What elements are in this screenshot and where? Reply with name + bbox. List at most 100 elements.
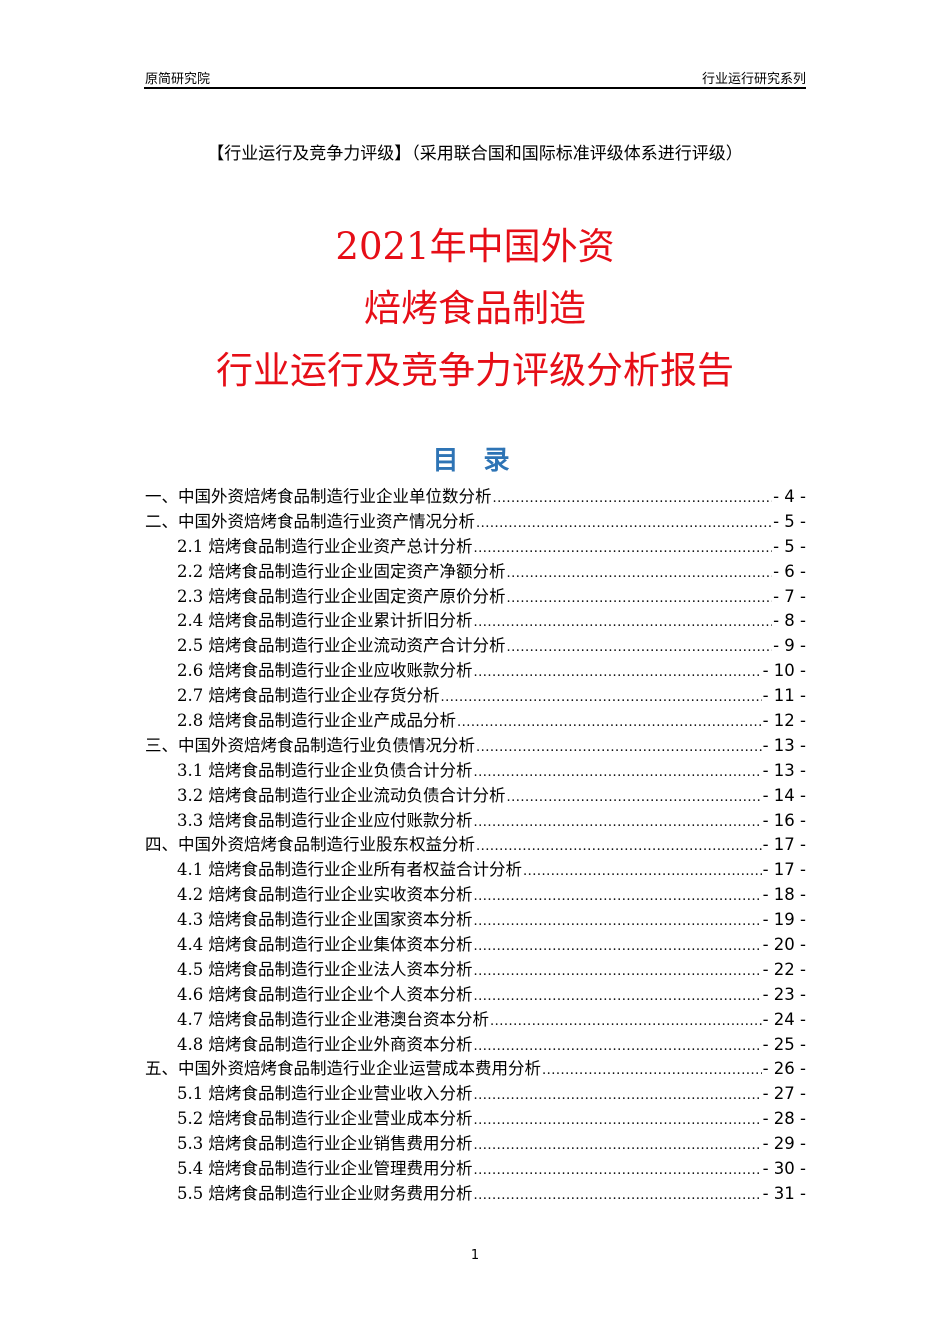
toc-entry[interactable]: 一、中国外资焙烤食品制造行业企业单位数分析 - 4 -: [145, 483, 806, 508]
toc-dot-leader: [474, 985, 762, 1004]
toc-entry-title: 4.8 焙烤食品制造行业企业外商资本分析: [177, 1034, 473, 1054]
toc-dot-leader: [474, 960, 762, 979]
toc-entry-title: 4.4 焙烤食品制造行业企业集体资本分析: [177, 935, 473, 955]
toc-entry[interactable]: 2.1 焙烤食品制造行业企业资产总计分析 - 5 -: [145, 533, 806, 558]
report-subtitle: 【行业运行及竞争力评级】（采用联合国和国际标准评级体系进行评级）: [207, 144, 743, 164]
table-of-contents: 一、中国外资焙烤食品制造行业企业单位数分析 - 4 - 二、中国外资焙烤食品制造行业…: [145, 483, 806, 1205]
toc-entry-page: - 7 -: [773, 586, 806, 606]
toc-entry-page: - 23 -: [762, 984, 806, 1004]
report-title-line-2: 焙烤食品制造: [364, 287, 586, 330]
toc-entry-page: - 5 -: [773, 511, 806, 531]
toc-entry-page: - 29 -: [762, 1134, 806, 1154]
toc-dot-leader: [474, 537, 773, 556]
toc-dot-leader: [457, 711, 762, 730]
toc-entry-title: 2.8 焙烤食品制造行业企业产成品分析: [177, 711, 456, 731]
toc-dot-leader: [474, 1184, 762, 1203]
toc-entry[interactable]: 3.1 焙烤食品制造行业企业负债合计分析 - 13 -: [145, 757, 806, 782]
toc-dot-leader: [474, 1109, 762, 1128]
toc-entry-page: - 31 -: [762, 1183, 806, 1203]
toc-entry[interactable]: 4.5 焙烤食品制造行业企业法人资本分析 - 22 -: [145, 956, 806, 981]
toc-dot-leader: [474, 885, 762, 904]
toc-entry[interactable]: 4.2 焙烤食品制造行业企业实收资本分析 - 18 -: [145, 881, 806, 906]
toc-dot-leader: [476, 512, 772, 531]
toc-entry-page: - 5 -: [773, 536, 806, 556]
toc-entry-title: 4.3 焙烤食品制造行业企业国家资本分析: [177, 910, 473, 930]
toc-entry-page: - 17 -: [762, 860, 806, 880]
header-divider: [144, 87, 806, 89]
toc-entry-title: 5.3 焙烤食品制造行业企业销售费用分析: [177, 1134, 473, 1154]
report-title-line-3: 行业运行及竞争力评级分析报告: [216, 349, 734, 392]
toc-entry[interactable]: 5.3 焙烤食品制造行业企业销售费用分析 - 29 -: [145, 1130, 806, 1155]
toc-entry[interactable]: 4.1 焙烤食品制造行业企业所有者权益合计分析 - 17 -: [145, 856, 806, 881]
toc-entry-title: 3.1 焙烤食品制造行业企业负债合计分析: [177, 760, 473, 780]
toc-entry-page: - 25 -: [762, 1034, 806, 1054]
toc-entry[interactable]: 4.7 焙烤食品制造行业企业港澳台资本分析 - 24 -: [145, 1006, 806, 1031]
toc-entry-title: 3.2 焙烤食品制造行业企业流动负债合计分析: [177, 785, 506, 805]
toc-entry-page: - 30 -: [762, 1159, 806, 1179]
toc-entry-title: 4.6 焙烤食品制造行业企业个人资本分析: [177, 984, 473, 1004]
toc-entry-title: 2.1 焙烤食品制造行业企业资产总计分析: [177, 536, 473, 556]
toc-entry-page: - 13 -: [762, 760, 806, 780]
toc-entry[interactable]: 4.3 焙烤食品制造行业企业国家资本分析 - 19 -: [145, 906, 806, 931]
toc-entry-title: 三、中国外资焙烤食品制造行业负债情况分析: [145, 735, 475, 755]
toc-entry[interactable]: 三、中国外资焙烤食品制造行业负债情况分析 - 13 -: [145, 732, 806, 757]
toc-entry-title: 四、中国外资焙烤食品制造行业股东权益分析: [145, 835, 475, 855]
toc-dot-leader: [474, 1159, 762, 1178]
toc-entry-title: 2.4 焙烤食品制造行业企业累计折旧分析: [177, 611, 473, 631]
toc-entry-title: 五、中国外资焙烤食品制造行业企业运营成本费用分析: [145, 1059, 541, 1079]
toc-dot-leader: [507, 786, 762, 805]
toc-dot-leader: [474, 910, 762, 929]
toc-entry[interactable]: 5.4 焙烤食品制造行业企业管理费用分析 - 30 -: [145, 1155, 806, 1180]
toc-entry[interactable]: 四、中国外资焙烤食品制造行业股东权益分析 - 17 -: [145, 831, 806, 856]
toc-entry[interactable]: 2.3 焙烤食品制造行业企业固定资产原价分析 - 7 -: [145, 583, 806, 608]
toc-entry-page: - 22 -: [762, 959, 806, 979]
toc-heading: 目 录: [432, 446, 518, 476]
toc-entry[interactable]: 4.6 焙烤食品制造行业企业个人资本分析 - 23 -: [145, 981, 806, 1006]
toc-dot-leader: [476, 835, 762, 854]
toc-entry-page: - 24 -: [762, 1009, 806, 1029]
toc-entry[interactable]: 2.2 焙烤食品制造行业企业固定资产净额分析 - 6 -: [145, 558, 806, 583]
toc-entry-page: - 4 -: [773, 487, 806, 506]
toc-entry[interactable]: 二、中国外资焙烤食品制造行业资产情况分析 - 5 -: [145, 508, 806, 533]
toc-entry-title: 一、中国外资焙烤食品制造行业企业单位数分析: [145, 487, 492, 506]
toc-entry-title: 5.4 焙烤食品制造行业企业管理费用分析: [177, 1159, 473, 1179]
toc-entry-page: - 14 -: [762, 785, 806, 805]
toc-entry-page: - 28 -: [762, 1109, 806, 1129]
toc-dot-leader: [490, 1010, 762, 1029]
toc-entry-title: 4.2 焙烤食品制造行业企业实收资本分析: [177, 885, 473, 905]
toc-entry-page: - 11 -: [762, 686, 806, 706]
toc-dot-leader: [507, 636, 773, 655]
toc-dot-leader: [474, 661, 762, 680]
toc-dot-leader: [474, 935, 762, 954]
toc-entry-page: - 13 -: [762, 735, 806, 755]
toc-entry-page: - 8 -: [773, 611, 806, 631]
toc-entry[interactable]: 2.4 焙烤食品制造行业企业累计折旧分析 - 8 -: [145, 607, 806, 632]
toc-entry[interactable]: 2.7 焙烤食品制造行业企业存货分析 - 11 -: [145, 682, 806, 707]
toc-dot-leader: [474, 611, 773, 630]
toc-entry[interactable]: 2.6 焙烤食品制造行业企业应收账款分析 - 10 -: [145, 657, 806, 682]
toc-entry-title: 2.3 焙烤食品制造行业企业固定资产原价分析: [177, 586, 506, 606]
toc-dot-leader: [493, 487, 773, 506]
toc-entry-page: - 9 -: [773, 636, 806, 656]
toc-entry[interactable]: 5.1 焙烤食品制造行业企业营业收入分析 - 27 -: [145, 1080, 806, 1105]
toc-entry-title: 4.5 焙烤食品制造行业企业法人资本分析: [177, 959, 473, 979]
toc-entry[interactable]: 5.2 焙烤食品制造行业企业营业成本分析 - 28 -: [145, 1105, 806, 1130]
toc-dot-leader: [474, 761, 762, 780]
toc-entry[interactable]: 5.5 焙烤食品制造行业企业财务费用分析 - 31 -: [145, 1180, 806, 1205]
toc-entry[interactable]: 3.3 焙烤食品制造行业企业应付账款分析 - 16 -: [145, 807, 806, 832]
toc-entry-page: - 6 -: [773, 561, 806, 581]
toc-entry[interactable]: 五、中国外资焙烤食品制造行业企业运营成本费用分析 - 26 -: [145, 1055, 806, 1080]
toc-entry-page: - 19 -: [762, 910, 806, 930]
toc-entry[interactable]: 4.4 焙烤食品制造行业企业集体资本分析 - 20 -: [145, 931, 806, 956]
toc-entry[interactable]: 2.8 焙烤食品制造行业企业产成品分析 - 12 -: [145, 707, 806, 732]
toc-dot-leader: [474, 1035, 762, 1054]
toc-entry-title: 5.5 焙烤食品制造行业企业财务费用分析: [177, 1183, 473, 1203]
toc-entry[interactable]: 2.5 焙烤食品制造行业企业流动资产合计分析 - 9 -: [145, 632, 806, 657]
toc-entry-page: - 12 -: [762, 711, 806, 731]
toc-entry[interactable]: 4.8 焙烤食品制造行业企业外商资本分析 - 25 -: [145, 1031, 806, 1056]
toc-entry-title: 二、中国外资焙烤食品制造行业资产情况分析: [145, 511, 475, 531]
toc-entry-title: 4.1 焙烤食品制造行业企业所有者权益合计分析: [177, 860, 522, 880]
header-left: 原简研究院: [145, 72, 211, 87]
toc-entry-title: 2.5 焙烤食品制造行业企业流动资产合计分析: [177, 636, 506, 656]
toc-entry[interactable]: 3.2 焙烤食品制造行业企业流动负债合计分析 - 14 -: [145, 782, 806, 807]
